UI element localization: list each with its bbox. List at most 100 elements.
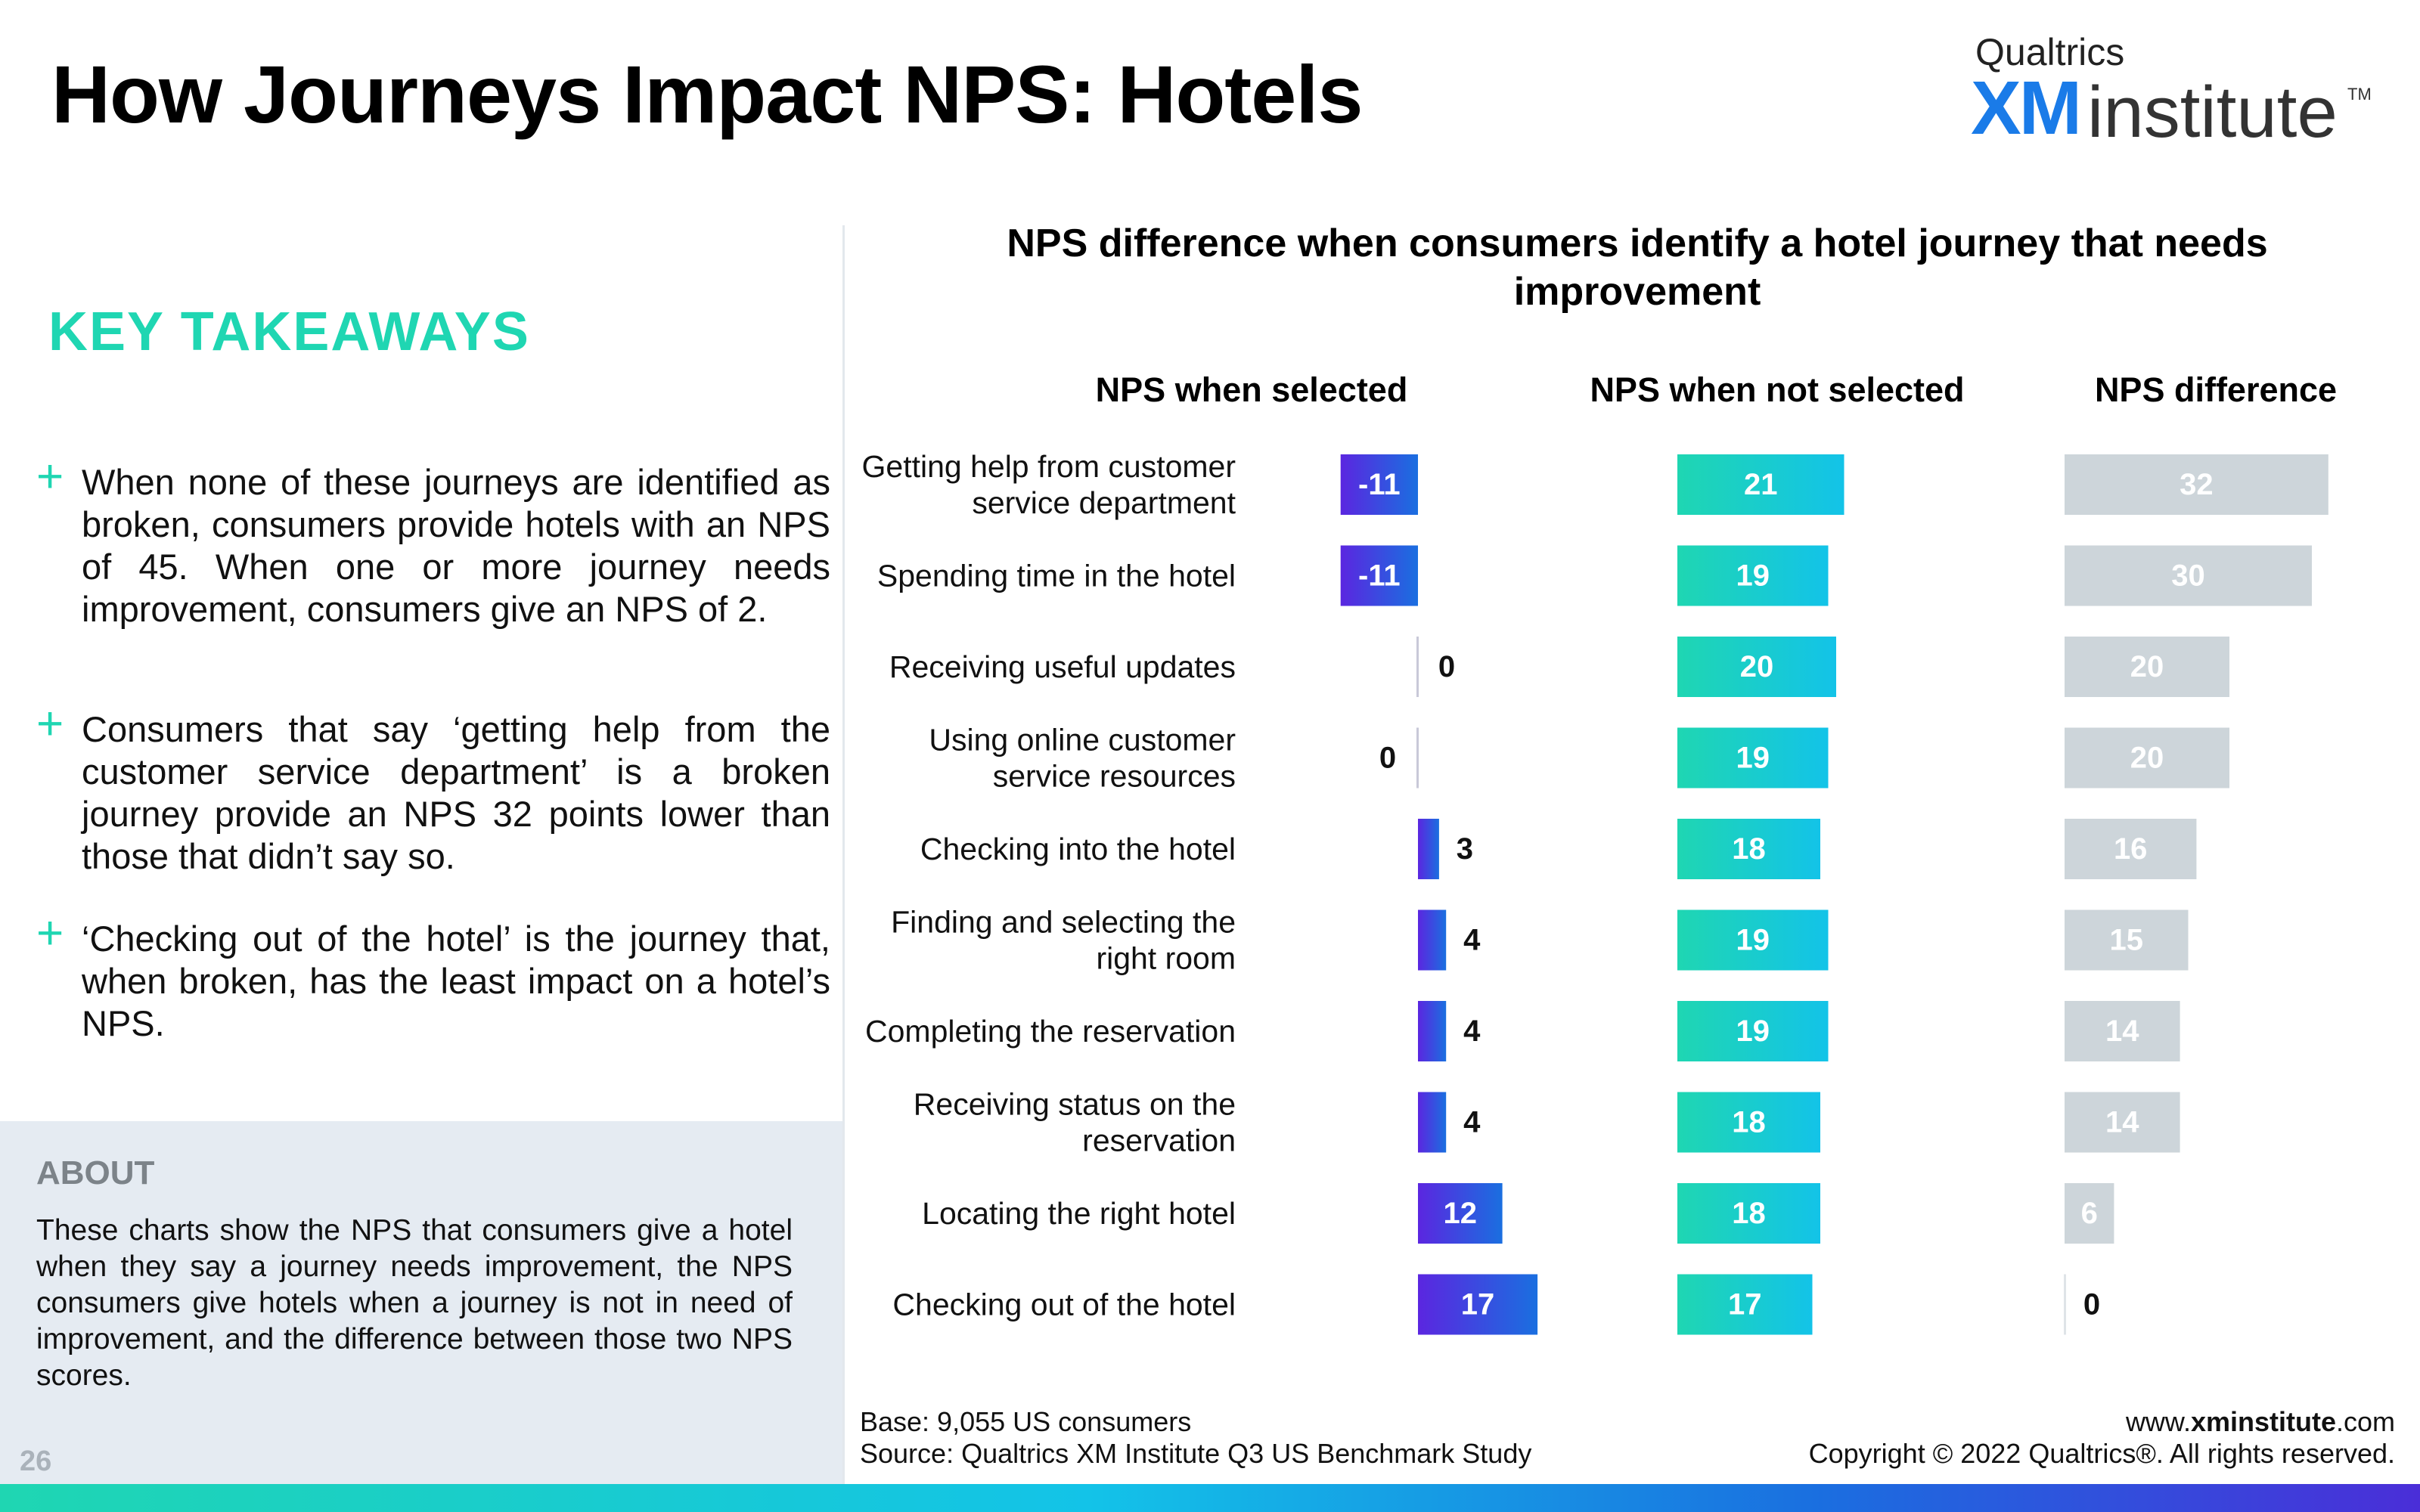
brand-institute: institute (2087, 72, 2338, 153)
bar-selected (1340, 545, 1418, 606)
bar-not-selected (1677, 637, 1836, 697)
bar-selected (1418, 1092, 1447, 1153)
value-label-difference: 6 (2081, 1197, 2098, 1230)
column-header-difference: NPS difference (2094, 370, 2338, 409)
value-label-selected: 0 (1379, 742, 1396, 775)
bar-difference (2065, 909, 2189, 971)
bar-not-selected (1677, 819, 1820, 879)
value-label-not-selected: 18 (1732, 1106, 1766, 1139)
bar-difference (2064, 1274, 2066, 1335)
value-label-difference: 20 (2130, 742, 2164, 775)
bar-difference (2065, 727, 2229, 789)
takeaway-text: ‘Checking out of the hotel’ is the journ… (82, 919, 830, 1043)
base-note: Base: 9,055 US consumers (860, 1406, 1192, 1437)
bar-not-selected (1677, 727, 1829, 789)
value-label-selected: 4 (1463, 1015, 1481, 1048)
bar-not-selected (1677, 909, 1829, 971)
bar-difference (2065, 1183, 2114, 1244)
value-label-not-selected: 19 (1736, 924, 1770, 957)
bar-selected (1416, 637, 1419, 697)
bar-difference (2065, 637, 2229, 697)
value-label-difference: 16 (2114, 832, 2148, 866)
bar-difference (2065, 545, 2312, 606)
value-label-difference: 20 (2130, 650, 2164, 683)
about-panel (0, 1121, 842, 1484)
brand-qualtrics: Qualtrics (1975, 31, 2125, 73)
value-label-selected: 17 (1461, 1288, 1495, 1321)
source-note: Source: Qualtrics XM Institute Q3 US Ben… (860, 1438, 1532, 1469)
bar-not-selected (1677, 1001, 1829, 1061)
category-label: Receiving useful updates (889, 649, 1236, 684)
value-label-difference: 30 (2171, 559, 2205, 593)
value-label-not-selected: 19 (1736, 559, 1770, 593)
about-text: These charts show the NPS that consumers… (36, 1214, 793, 1392)
key-takeaways-title: KEY TAKEAWAYS (48, 302, 530, 362)
page-number: 26 (20, 1445, 52, 1477)
value-label-difference: 0 (2083, 1288, 2100, 1321)
value-label-not-selected: 19 (1736, 1015, 1770, 1048)
bar-selected (1418, 1274, 1538, 1335)
column-header-selected: NPS when selected (1095, 370, 1408, 409)
value-label-not-selected: 17 (1728, 1288, 1762, 1321)
value-label-selected: 4 (1463, 1106, 1481, 1139)
bar-not-selected (1677, 1274, 1813, 1335)
value-label-difference: 15 (2110, 924, 2144, 957)
value-label-difference: 32 (2180, 468, 2214, 501)
page-title: How Journeys Impact NPS: Hotels (51, 48, 1363, 140)
category-label: Using online customer (929, 723, 1236, 758)
vertical-divider (842, 225, 845, 1484)
value-label-not-selected: 20 (1740, 650, 1774, 683)
value-label-selected: 12 (1444, 1197, 1478, 1230)
bar-selected (1418, 1001, 1447, 1061)
plus-icon: + (36, 451, 64, 503)
value-label-selected: 3 (1457, 832, 1473, 866)
bar-selected (1340, 454, 1418, 515)
column-header-not-selected: NPS when not selected (1590, 370, 1965, 409)
value-label-not-selected: 18 (1732, 1197, 1766, 1230)
brand-xm: XM (1971, 66, 2082, 150)
category-label: Completing the reservation (865, 1014, 1236, 1049)
value-label-selected: 0 (1438, 650, 1455, 683)
bottom-gradient-bar (0, 1484, 2420, 1512)
value-label-selected: -11 (1358, 559, 1401, 593)
value-label-not-selected: 18 (1732, 832, 1766, 866)
category-label: Locating the right hotel (922, 1196, 1236, 1231)
category-label: Checking out of the hotel (892, 1287, 1236, 1322)
chart-title: NPS difference when consumers identify a… (1007, 222, 2268, 314)
value-label-selected: -11 (1358, 468, 1401, 501)
bar-not-selected (1677, 454, 1844, 515)
bar-selected (1416, 727, 1419, 789)
bar-not-selected (1677, 1183, 1820, 1244)
brand-trademark: TM (2347, 85, 2372, 104)
brand-logo: Qualtrics XM institute TM (1942, 30, 2372, 153)
about-title: ABOUT (36, 1154, 155, 1191)
website-link[interactable]: www.xminstitute.com (2125, 1406, 2395, 1437)
takeaway-text: When none of these journeys are identifi… (82, 462, 830, 629)
category-label: Receiving status on the (914, 1087, 1236, 1122)
category-label: reservation (1082, 1123, 1236, 1158)
bar-difference (2065, 454, 2328, 515)
plus-icon: + (36, 698, 64, 750)
category-label: Getting help from customer (862, 449, 1236, 484)
category-label: right room (1096, 941, 1236, 976)
value-label-not-selected: 19 (1736, 742, 1770, 775)
value-label-difference: 14 (2105, 1106, 2139, 1139)
bar-difference (2065, 819, 2197, 879)
bar-selected (1418, 819, 1439, 879)
value-label-selected: 4 (1463, 924, 1481, 957)
category-label: Checking into the hotel (920, 832, 1236, 866)
takeaway-text: Consumers that say ‘getting help from th… (82, 709, 830, 876)
footer-right: www.xminstitute.com Copyright © 2022 Qua… (1809, 1406, 2395, 1470)
bar-difference (2065, 1001, 2180, 1061)
value-label-not-selected: 21 (1744, 468, 1778, 501)
copyright: Copyright © 2022 Qualtrics®. All rights … (1808, 1438, 2395, 1469)
bar-difference (2065, 1092, 2180, 1153)
bar-selected (1418, 909, 1447, 971)
category-label: service department (972, 485, 1236, 520)
bar-selected (1418, 1183, 1503, 1244)
category-label: Finding and selecting the (891, 905, 1236, 940)
plus-icon: + (36, 907, 64, 959)
value-label-difference: 14 (2105, 1015, 2139, 1048)
category-label: Spending time in the hotel (877, 559, 1236, 593)
